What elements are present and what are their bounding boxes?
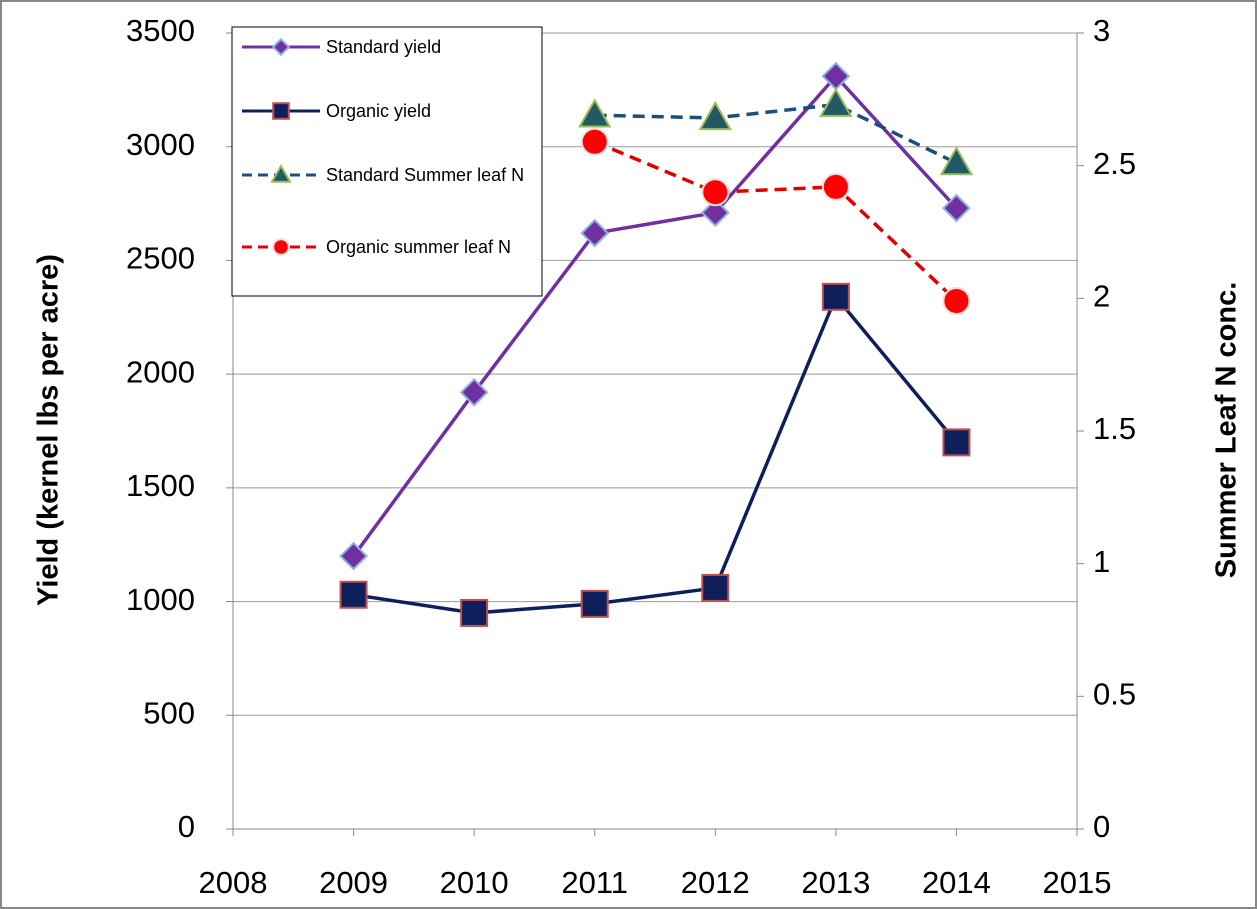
y2-tick-label: 3 (1093, 13, 1110, 48)
series-line (353, 293, 958, 615)
x-tick-label: 2012 (681, 865, 750, 900)
x-tick-label: 2010 (440, 865, 509, 900)
y-tick-label: 1500 (126, 468, 195, 503)
y2-tick-label: 0 (1093, 809, 1110, 844)
marker (942, 193, 971, 223)
y2-tick-label: 2.5 (1093, 146, 1136, 181)
legend-item: Standard Summer leaf N (326, 165, 525, 185)
y2-axis-title: Summer Leaf N conc. (1211, 282, 1243, 579)
marker (270, 163, 292, 183)
marker (700, 198, 730, 228)
marker (701, 178, 730, 207)
legend-label: Organic summer leaf N (326, 237, 512, 257)
y-axis-title: Yield (kernel lbs per acre) (33, 254, 65, 606)
y-tick-label: 3500 (126, 13, 195, 48)
y-tick-label: 2500 (126, 241, 195, 276)
legend-item: Standard yield (326, 37, 442, 57)
y-tick-label: 1000 (126, 582, 195, 617)
marker (821, 282, 850, 311)
series-line (352, 73, 958, 558)
marker (701, 573, 730, 602)
marker (577, 98, 612, 128)
legend-item: Organic summer leaf N (326, 237, 512, 257)
marker (580, 218, 610, 248)
marker (271, 37, 291, 57)
legend-label: Standard Summer leaf N (326, 165, 525, 185)
marker (580, 127, 609, 156)
y-tick-label: 500 (143, 695, 195, 730)
legend-label: Standard yield (326, 37, 442, 57)
x-tick-label: 2014 (922, 865, 991, 900)
legend-item: Organic yield (326, 101, 432, 121)
series-line (594, 140, 958, 303)
marker (272, 102, 290, 120)
y2-tick-label: 2 (1093, 279, 1110, 314)
marker (460, 598, 489, 627)
y2-tick-label: 1 (1093, 544, 1110, 579)
marker (939, 145, 974, 176)
legend-label: Organic yield (326, 101, 432, 121)
marker (942, 286, 971, 315)
legend: Standard yield Organic yield Standard Summ… (231, 26, 543, 297)
y2-tick-label: 1.5 (1093, 411, 1136, 446)
marker (272, 238, 290, 256)
marker (580, 589, 609, 618)
x-tick-label: 2008 (199, 865, 268, 900)
x-tick-label: 2013 (801, 865, 870, 900)
y-tick-label: 3000 (126, 127, 195, 162)
x-tick-label: 2015 (1043, 865, 1112, 900)
marker (698, 100, 733, 131)
marker (459, 377, 489, 407)
marker (821, 172, 850, 201)
marker (339, 580, 368, 609)
marker (339, 541, 368, 571)
y-tick-label: 2000 (126, 354, 195, 389)
y2-tick-label: 0.5 (1093, 677, 1136, 712)
x-tick-label: 2011 (561, 865, 628, 900)
marker (942, 428, 971, 457)
marker (819, 87, 853, 117)
y-tick-label: 0 (178, 809, 195, 844)
x-tick-label: 2009 (319, 865, 388, 900)
series-line (594, 102, 958, 165)
